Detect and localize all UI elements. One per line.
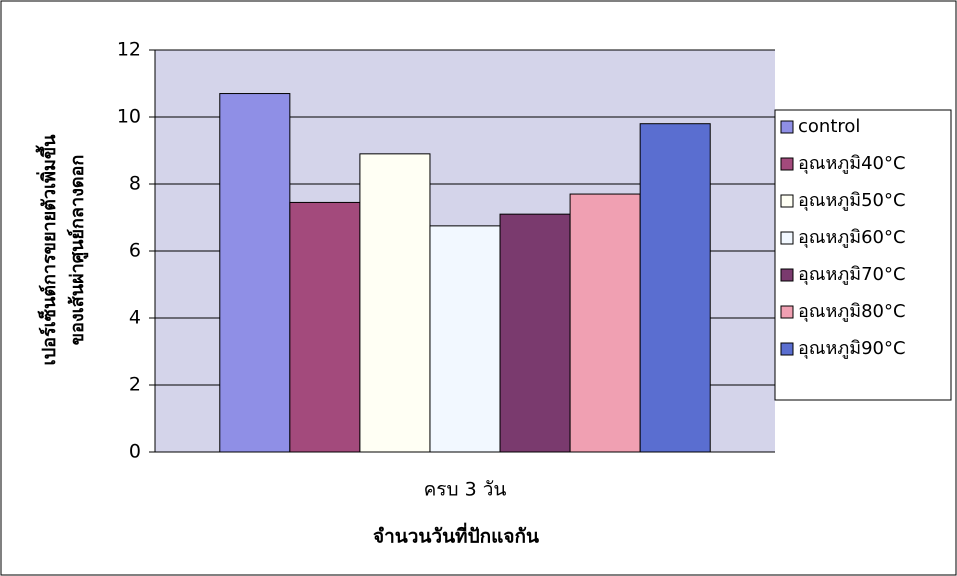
legend-box bbox=[774, 109, 952, 401]
y-tick-label: 10 bbox=[117, 106, 141, 128]
legend-label: control bbox=[798, 116, 860, 137]
bar bbox=[639, 123, 711, 453]
y-tick-label: 0 bbox=[129, 441, 141, 463]
legend-label: อุณหภูมิ90°C bbox=[798, 338, 906, 359]
y-tick-label: 6 bbox=[129, 240, 141, 262]
legend-label: อุณหภูมิ60°C bbox=[798, 227, 906, 248]
legend-swatch bbox=[780, 268, 794, 282]
legend-label: อุณหภูมิ80°C bbox=[798, 301, 906, 322]
bar bbox=[569, 193, 641, 453]
legend-swatch bbox=[780, 194, 794, 208]
legend-swatch bbox=[780, 120, 794, 134]
legend-swatch bbox=[780, 305, 794, 319]
bar bbox=[219, 93, 291, 453]
bar bbox=[499, 213, 571, 453]
y-axis-title: เปอร์เซ็นต์การขยายตัวเพิ่มขึ้น bbox=[35, 134, 60, 366]
legend-swatch bbox=[780, 231, 794, 245]
bar bbox=[289, 201, 361, 453]
y-tick-label: 8 bbox=[129, 173, 141, 195]
y-tick-label: 12 bbox=[117, 39, 141, 61]
bar bbox=[429, 225, 501, 453]
legend-swatch bbox=[780, 342, 794, 356]
legend-label: อุณหภูมิ40°C bbox=[798, 153, 906, 174]
legend-swatch bbox=[780, 157, 794, 171]
x-tick-label: ครบ 3 วัน bbox=[424, 479, 507, 501]
y-tick-label: 2 bbox=[129, 374, 141, 396]
legend-label: อุณหภูมิ50°C bbox=[798, 190, 906, 211]
y-tick-label: 4 bbox=[129, 307, 141, 329]
legend-label: อุณหภูมิ70°C bbox=[798, 264, 906, 285]
y-axis-title: ของเส้นผ่าศูนย์กลางดอก bbox=[66, 155, 89, 346]
bar bbox=[359, 153, 431, 453]
x-axis-title: จำนวนวันที่ปักแจกัน bbox=[373, 523, 539, 548]
